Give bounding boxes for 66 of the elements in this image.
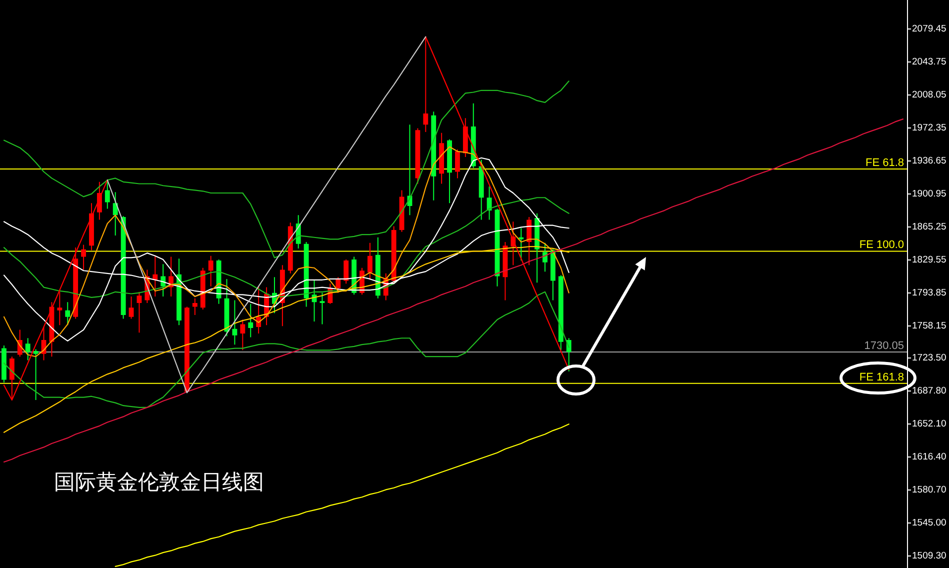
candlestick <box>439 132 444 184</box>
y-tick-label: 2079.45 <box>912 23 946 34</box>
y-tick-label: 1900.95 <box>912 188 946 200</box>
ref-line-label: FE 161.8 <box>859 371 904 384</box>
text: 国际黄金伦敦金日线图 <box>54 471 264 494</box>
candlestick <box>104 180 110 209</box>
y-tick-label: 1829.55 <box>912 254 946 266</box>
y-tick-label: 2043.75 <box>912 56 946 68</box>
candlestick <box>415 128 420 184</box>
candlestick <box>558 275 564 350</box>
candlestick <box>184 306 190 393</box>
candlestick <box>232 300 238 345</box>
y-tick-label: 1758.15 <box>912 320 946 332</box>
line-series <box>106 36 426 394</box>
line-series <box>3 291 570 408</box>
candlestick <box>192 298 198 316</box>
ref-line-label: FE 61.8 <box>865 156 904 169</box>
candlestick <box>399 190 404 232</box>
y-tick-label: 1616.40 <box>912 451 946 462</box>
candlestick <box>407 124 412 216</box>
y-tick-label: 1545.00 <box>912 517 946 528</box>
y-tick-label: 1580.70 <box>912 484 946 496</box>
candlestick <box>455 150 460 178</box>
candlestick <box>391 226 396 284</box>
ref-line-label: 1730.05 <box>864 340 904 352</box>
candlestick <box>288 222 293 274</box>
y-tick-label: 1936.65 <box>912 155 946 166</box>
candlestick <box>2 346 6 382</box>
line-series <box>3 197 570 298</box>
candlestick <box>502 242 508 300</box>
y-tick-label: 1865.25 <box>912 221 946 232</box>
candlestick <box>136 292 142 333</box>
candlestick <box>550 248 556 300</box>
candlestick <box>120 216 126 319</box>
y-tick-label: 2008.05 <box>912 89 946 100</box>
candlestick <box>486 186 492 220</box>
candlestick <box>240 320 246 350</box>
line-series <box>3 246 570 433</box>
candlestick <box>25 338 30 360</box>
candlestick <box>248 304 254 338</box>
candlestick <box>81 244 86 270</box>
candlestick <box>65 302 70 326</box>
candlestick <box>57 292 62 326</box>
y-tick-label: 1687.80 <box>912 385 946 396</box>
candlestick <box>89 203 94 250</box>
candlestick <box>431 112 436 200</box>
candlestick <box>208 256 214 286</box>
y-tick-label: 1509.30 <box>912 550 946 562</box>
candlestick <box>462 118 468 157</box>
candlestick <box>320 292 325 324</box>
candlestick <box>33 349 38 400</box>
candlestick <box>478 160 484 220</box>
line-series <box>3 80 570 258</box>
y-tick-label: 1793.85 <box>912 287 946 298</box>
line-series <box>114 424 570 567</box>
y-tick-label: 1723.50 <box>912 352 946 364</box>
candlestick <box>447 139 452 204</box>
ref-line-label: FE 100.0 <box>859 239 904 252</box>
candlestick <box>49 302 54 357</box>
candlestick <box>344 260 349 284</box>
candlestick <box>367 242 372 280</box>
candlestick <box>73 248 78 319</box>
line-series <box>3 118 904 463</box>
y-tick-label: 1652.10 <box>912 418 946 430</box>
candlestick <box>128 296 134 319</box>
y-tick-label: 1972.35 <box>912 122 946 134</box>
